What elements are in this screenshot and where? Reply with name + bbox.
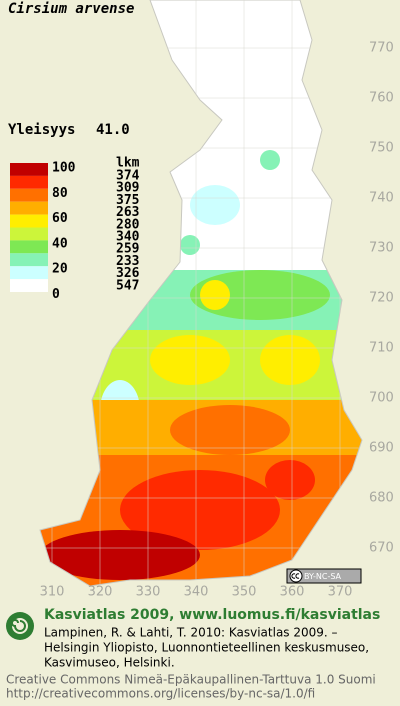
- class-count: 375: [116, 193, 139, 208]
- y-tick-label: 720: [369, 291, 394, 306]
- y-tick-label: 730: [369, 241, 394, 256]
- y-tick-label: 740: [369, 191, 394, 206]
- level-label: 60: [52, 211, 68, 226]
- class-count: 374: [116, 169, 140, 184]
- legend-swatch: [10, 175, 48, 189]
- y-tick-label: 690: [369, 441, 394, 456]
- legend-swatch: [10, 279, 48, 292]
- class-count: 326: [116, 266, 140, 281]
- y-tick-label: 700: [369, 391, 394, 406]
- citation-line: Helsingin Yliopisto, Luonnontieteellinen…: [44, 641, 369, 655]
- badge-text: BY-NC-SA: [304, 572, 342, 581]
- map: [39, 0, 363, 587]
- y-tick-label: 680: [369, 491, 394, 506]
- x-tick-label: 350: [232, 585, 257, 600]
- count-header: lkm: [116, 156, 140, 171]
- species-title: Cirsium arvense: [8, 1, 134, 17]
- license-url[interactable]: http://creativecommons.org/licenses/by-n…: [6, 687, 315, 701]
- class-count: 340: [116, 230, 140, 245]
- level-label: 20: [52, 262, 68, 277]
- legend-swatch: [10, 253, 48, 267]
- level-label: 0: [52, 287, 60, 302]
- legend-swatch: [10, 201, 48, 215]
- license-badge: BY-NC-SA: [286, 568, 362, 584]
- footer-heading: Kasviatlas 2009, www.luomus.fi/kasviatla…: [44, 607, 380, 623]
- license-text: Creative Commons Nimeä-Epäkaupallinen-Ta…: [6, 673, 376, 687]
- class-count: 263: [116, 205, 139, 220]
- class-count: 280: [116, 217, 140, 232]
- x-tick-label: 340: [184, 585, 209, 600]
- class-count: 547: [116, 278, 139, 293]
- level-label: 40: [52, 236, 68, 251]
- class-count: 259: [116, 242, 139, 257]
- class-count: 233: [116, 254, 139, 269]
- y-tick-label: 750: [369, 141, 394, 156]
- map-outline: [39, 0, 363, 587]
- logo: [6, 612, 34, 640]
- level-label: 100: [52, 161, 76, 176]
- x-tick-label: 310: [40, 585, 65, 600]
- x-tick-label: 330: [136, 585, 161, 600]
- legend-swatch: [10, 240, 48, 254]
- class-count: 309: [116, 181, 139, 196]
- citation-line: Lampinen, R. & Lahti, T. 2010: Kasviatla…: [44, 626, 338, 640]
- legend-swatch: [10, 214, 48, 228]
- y-tick-label: 670: [369, 541, 394, 556]
- y-tick-label: 770: [369, 41, 394, 56]
- y-tick-label: 710: [369, 341, 394, 356]
- level-label: 80: [52, 186, 68, 201]
- citation-line: Kasvimuseo, Helsinki.: [44, 656, 175, 670]
- legend-swatch: [10, 188, 48, 202]
- x-tick-label: 320: [88, 585, 113, 600]
- frequency-label: Yleisyys: [8, 122, 75, 138]
- legend-swatch: [10, 227, 48, 241]
- frequency-value: 41.0: [96, 122, 130, 138]
- x-tick-label: 360: [280, 585, 305, 600]
- legend-swatch: [10, 163, 48, 176]
- legend-swatch: [10, 266, 48, 280]
- x-tick-label: 370: [328, 585, 353, 600]
- y-tick-label: 760: [369, 91, 394, 106]
